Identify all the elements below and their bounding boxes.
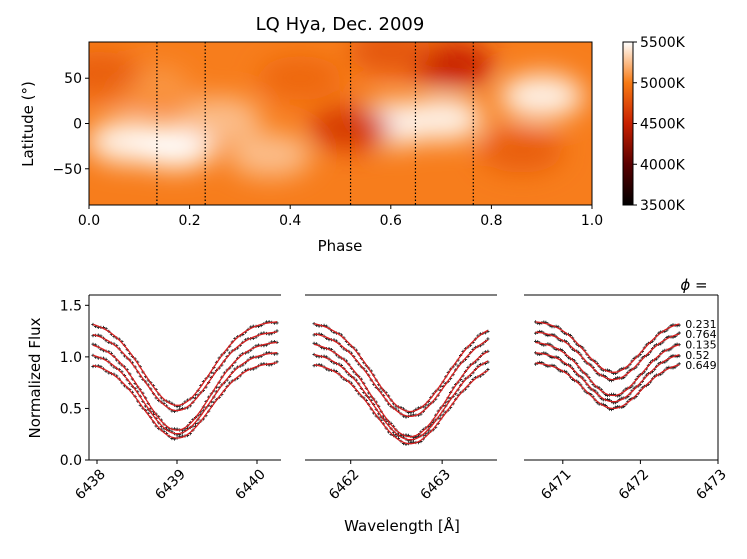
map-y-tick-label: 0 [73,117,82,133]
model-profile-line [535,362,680,410]
model-profile-line [535,341,680,397]
profile-y-tick-label: 0.5 [60,401,82,417]
profile-y-tick-label: 1.5 [60,298,82,314]
colorbar-tick-label: 4500K [640,117,686,133]
map-ylabel: Latitude (°) [19,81,37,167]
colorbar-tick-label: 5000K [640,76,686,92]
model-profile-line [313,363,489,445]
model-profile-line [92,362,278,439]
temperature-spot [399,96,484,141]
model-profile-line [535,331,680,381]
phase-label: 0.52 [685,349,710,362]
colorbar-gradient [622,41,634,206]
temperature-spot [228,133,313,178]
model-profile-line [92,331,278,412]
profile-y-tick-label: 1.0 [60,350,82,366]
model-profile-line [535,321,680,373]
temperature-spot [258,56,343,101]
temperature-spot [479,128,564,173]
profile-panel: 6462 6463 [305,294,497,504]
phase-label: 0.649 [685,359,717,372]
profile-y-tick-label: 0.0 [60,453,82,469]
map-xlabel: Phase [318,237,363,255]
map-x-tick-label: 1.0 [581,213,603,229]
profile-x-tick-label: 6438 [72,467,109,504]
temperature-spot [348,42,433,74]
phase-label: 0.231 [685,318,717,331]
temperature-map: 0.0 0.2 0.4 0.6 0.8 1.0 50 0 −50 [52,41,603,229]
model-profile-line [313,323,489,413]
temperature-spot [177,96,262,141]
model-profile-line [313,343,489,438]
model-profile-line [92,321,278,406]
observed-points [312,322,490,415]
phase-label: 0.135 [685,339,717,352]
model-profile-line [535,352,680,403]
map-x-tick-label: 0.6 [380,213,402,229]
phase-label: 0.764 [685,328,717,341]
profiles-ylabel: Normalized Flux [26,317,44,438]
profile-x-tick-label: 6472 [616,467,653,504]
map-x-tick-label: 0.2 [178,213,200,229]
profile-x-tick-label: 6471 [538,467,575,504]
temperature-spot [499,74,584,119]
model-profile-line [313,333,489,418]
observed-points [312,352,490,443]
model-profile-line [92,341,278,431]
line-profiles: 6438 6439 6440 0.0 0.5 1.0 1.5 6462 6463 6471 6472… [60,294,730,504]
profile-panel: 6438 6439 6440 0.0 0.5 1.0 1.5 [60,294,281,504]
colorbar-tick-label: 3500K [640,198,686,214]
profile-x-tick-label: 6462 [326,467,363,504]
profile-x-tick-label: 6473 [693,467,730,504]
colorbar-tick-label: 4000K [640,157,686,173]
profile-x-tick-label: 6440 [232,467,269,504]
colorbar-tick-label: 5500K [640,35,686,51]
map-x-tick-label: 0.4 [279,213,301,229]
temperature-spot [308,106,393,151]
map-y-tick-label: −50 [52,162,82,178]
temperature-spot [89,51,142,96]
observed-points [91,340,279,432]
map-title: LQ Hya, Dec. 2009 [256,14,425,35]
map-x-tick-label: 0.8 [480,213,502,229]
profiles-xlabel: Wavelength [Å] [344,516,460,535]
model-profile-line [313,353,489,441]
map-y-tick-label: 50 [64,71,82,87]
map-x-tick-label: 0.0 [78,213,100,229]
model-profile-line [92,352,278,435]
profile-x-tick-label: 6439 [152,467,189,504]
profile-x-tick-label: 6463 [417,467,454,504]
colorbar: 5500K 5000K 4500K 4000K 3500K [622,35,686,214]
phase-legend-title: ϕ = [680,276,707,294]
